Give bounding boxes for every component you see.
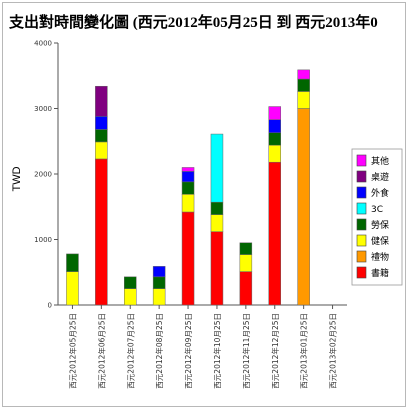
x-tick-label: 西元2012年08月25日 — [154, 313, 164, 389]
legend-swatch — [357, 171, 366, 182]
bar-segment — [95, 142, 107, 159]
bar-segment — [124, 289, 136, 305]
bar-segment — [269, 120, 281, 133]
bar-segment — [298, 70, 310, 79]
y-tick-label: 2000 — [34, 171, 52, 179]
legend-swatch — [357, 251, 366, 262]
bar-segment — [211, 215, 223, 232]
x-tick-label: 西元2013年01月25日 — [299, 313, 309, 389]
bar-segment — [269, 133, 281, 145]
x-tick-label: 西元2013年02月25日 — [328, 313, 338, 389]
x-tick-label: 西元2012年06月25日 — [96, 313, 106, 389]
y-axis-label: TWD — [11, 166, 23, 191]
bar-segment — [66, 272, 78, 305]
x-tick-label: 西元2012年11月25日 — [241, 313, 251, 389]
bar-segment — [95, 159, 107, 305]
legend-label: 勞保 — [371, 219, 389, 231]
bar-segment — [211, 202, 223, 214]
bar-segment — [182, 182, 194, 194]
x-tick-label: 西元2012年09月25日 — [183, 313, 193, 389]
legend-swatch — [357, 267, 366, 278]
bar-segment — [153, 289, 165, 305]
bar-segment — [124, 277, 136, 289]
bar-segment — [95, 129, 107, 141]
bar-segment — [240, 243, 252, 255]
bar-segment — [95, 116, 107, 129]
legend-swatch — [357, 203, 366, 214]
bar-segment — [269, 162, 281, 305]
x-tick-label: 西元2012年05月25日 — [67, 313, 77, 389]
x-tick-label: 西元2012年12月25日 — [270, 313, 280, 389]
y-tick-label: 3000 — [34, 105, 52, 113]
bar-segment — [269, 107, 281, 120]
legend-label: 桌遊 — [371, 171, 389, 183]
bar-segment — [298, 109, 310, 306]
legend-label: 外食 — [371, 187, 389, 199]
legend-label: 健保 — [371, 235, 389, 247]
x-tick-label: 西元2012年07月25日 — [125, 313, 135, 389]
legend-swatch — [357, 219, 366, 230]
bar-segment — [211, 232, 223, 305]
legend-label: 禮物 — [371, 251, 389, 263]
legend-label: 3C — [371, 205, 383, 215]
bar-segment — [182, 212, 194, 305]
bar-segment — [182, 194, 194, 212]
chart-frame: 支出對時間變化圖 (西元2012年05月25日 到 西元2013年0 0 1000… — [2, 2, 406, 407]
bar-segment — [182, 171, 194, 181]
bar-segment — [298, 79, 310, 91]
bar-segment — [269, 145, 281, 162]
legend-swatch — [357, 235, 366, 246]
x-tick-label: 西元2012年10月25日 — [212, 313, 222, 389]
y-tick-label: 1000 — [34, 236, 52, 244]
bar-segment — [95, 86, 107, 116]
bar-segment — [298, 91, 310, 108]
bar-segment — [211, 134, 223, 202]
bar-segment — [240, 272, 252, 305]
y-tick-label: 4000 — [34, 40, 52, 48]
bar-segment — [153, 266, 165, 276]
legend-swatch — [357, 187, 366, 198]
legend-label: 其他 — [371, 155, 389, 167]
bar-segment — [240, 255, 252, 272]
legend-box — [352, 149, 402, 285]
bar-segment — [153, 277, 165, 289]
legend-label: 書籍 — [371, 267, 389, 279]
legend-swatch — [357, 155, 366, 166]
bar-segment — [182, 167, 194, 171]
bar-segment — [66, 254, 78, 272]
y-tick-label: 0 — [48, 302, 52, 310]
stacked-bar-chart: 0 1000 2000 3000 4000 西元2012年05月25日 西元2012年06… — [3, 3, 406, 407]
